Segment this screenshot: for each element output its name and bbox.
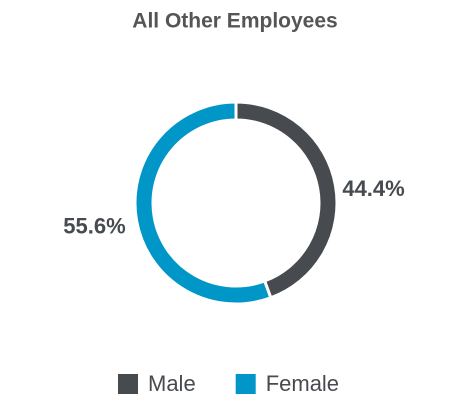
value-label: 44.4% [342,176,404,201]
legend-label: Male [148,371,196,396]
legend-swatch [118,374,138,394]
chart-title: All Other Employees [132,10,337,33]
donut-segment [133,100,273,306]
legend-label: Female [266,371,339,396]
value-label: 55.6% [63,214,125,239]
donut-segment [234,100,339,300]
legend-swatch [235,374,256,394]
